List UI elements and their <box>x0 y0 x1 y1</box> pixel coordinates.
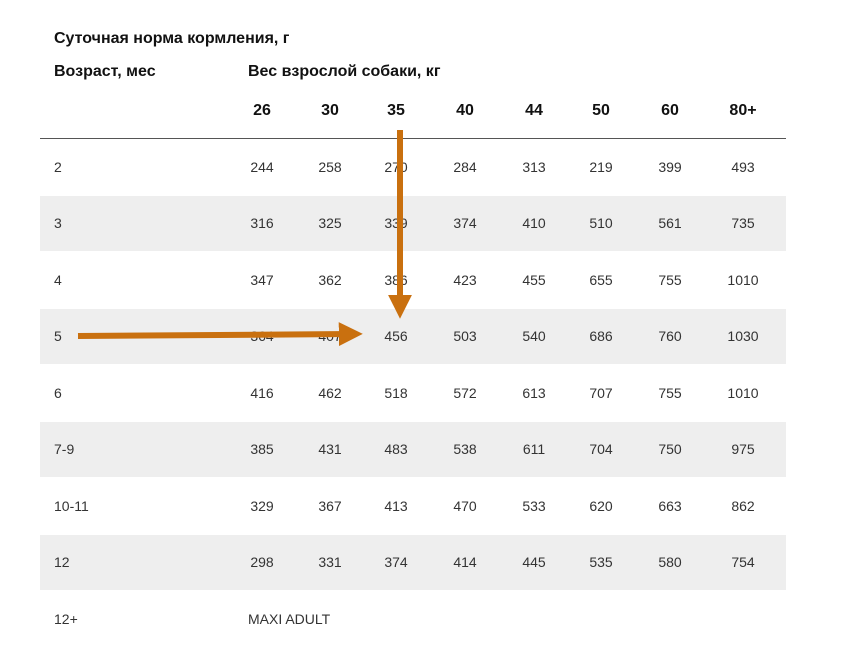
value-cell: 244 <box>250 158 274 175</box>
value-cell: 462 <box>318 384 342 401</box>
value-cell: 754 <box>731 554 755 571</box>
value-cell: 735 <box>731 215 755 232</box>
table-row: 2 244 258 270 284 313 219 399 493 <box>40 139 786 196</box>
weight-header-cell: 35 <box>387 102 405 119</box>
weight-header-cell: 50 <box>592 102 610 119</box>
weight-header-row: 26 30 35 40 44 50 60 80+ <box>0 102 841 124</box>
weight-header-cell: 44 <box>525 102 543 119</box>
value-cell: 316 <box>250 215 274 232</box>
value-cell: 655 <box>589 271 613 288</box>
value-cell: 298 <box>250 554 274 571</box>
value-cell: 374 <box>453 215 477 232</box>
weight-header-cell: 80+ <box>729 102 757 119</box>
value-cell: 1010 <box>727 271 759 288</box>
table-title: Суточная норма кормления, г <box>54 30 290 47</box>
value-cell: 561 <box>658 215 682 232</box>
value-cell: 219 <box>589 158 613 175</box>
value-cell: 533 <box>522 497 546 514</box>
value-cell: 975 <box>731 441 755 458</box>
value-cell: 580 <box>658 554 682 571</box>
value-cell: 760 <box>658 328 682 345</box>
table-row: 7-9 385 431 483 538 611 704 750 975 <box>40 421 786 478</box>
value-cell: 423 <box>453 271 477 288</box>
value-cell: 518 <box>384 384 408 401</box>
age-cell: 2 <box>54 158 62 175</box>
value-cell: 750 <box>658 441 682 458</box>
age-cell: 10-11 <box>54 497 89 514</box>
horizontal-arrow <box>77 322 363 347</box>
weight-header-cell: 60 <box>661 102 679 119</box>
value-cell: 538 <box>453 441 477 458</box>
value-cell: 510 <box>589 215 613 232</box>
age-column-header: Возраст, мес <box>54 63 156 80</box>
age-cell: 5 <box>54 328 62 345</box>
value-cell: 313 <box>522 158 546 175</box>
age-cell: 12 <box>54 554 70 571</box>
table-row: 4 347 362 386 423 455 655 755 1010 <box>40 252 786 309</box>
value-cell: 331 <box>318 554 342 571</box>
value-cell: 456 <box>384 328 408 345</box>
value-cell: 325 <box>318 215 342 232</box>
value-cell: 258 <box>318 158 342 175</box>
value-cell: 410 <box>522 215 546 232</box>
value-cell: 385 <box>250 441 274 458</box>
value-cell: 362 <box>318 271 342 288</box>
value-cell: 755 <box>658 384 682 401</box>
value-cell: 483 <box>384 441 408 458</box>
value-cell: 455 <box>522 271 546 288</box>
value-cell: 611 <box>522 441 546 458</box>
value-cell: 329 <box>250 497 274 514</box>
value-cell: 707 <box>589 384 613 401</box>
weight-header-cell: 40 <box>456 102 474 119</box>
value-cell: 493 <box>731 158 755 175</box>
weight-column-header: Вес взрослой собаки, кг <box>248 63 441 80</box>
value-cell: 470 <box>453 497 477 514</box>
value-cell: 535 <box>589 554 613 571</box>
table-row: 6 416 462 518 572 613 707 755 1010 <box>40 365 786 422</box>
age-cell: 6 <box>54 384 62 401</box>
weight-header-cell: 26 <box>253 102 271 119</box>
value-cell: 1010 <box>727 384 759 401</box>
table-row: 3 316 325 339 374 410 510 561 735 <box>40 195 786 252</box>
value-cell: 445 <box>522 554 546 571</box>
value-cell: 374 <box>384 554 408 571</box>
value-cell: 414 <box>453 554 477 571</box>
value-cell: 572 <box>453 384 477 401</box>
value-cell: 862 <box>731 497 755 514</box>
value-cell: 503 <box>453 328 477 345</box>
value-cell: 431 <box>318 441 342 458</box>
value-cell: 540 <box>522 328 546 345</box>
table-row: 12 298 331 374 414 445 535 580 754 <box>40 534 786 591</box>
value-cell: 620 <box>589 497 613 514</box>
value-cell: 413 <box>384 497 408 514</box>
value-cell: 416 <box>250 384 274 401</box>
value-cell: 755 <box>658 271 682 288</box>
weight-header-cell: 30 <box>321 102 339 119</box>
value-cell: 704 <box>589 441 613 458</box>
food-recommendation: MAXI ADULT <box>248 610 331 627</box>
value-cell: 613 <box>522 384 546 401</box>
age-cell: 12+ <box>54 610 78 627</box>
value-cell: 367 <box>318 497 342 514</box>
age-cell: 4 <box>54 271 62 288</box>
value-cell: 1030 <box>727 328 759 345</box>
value-cell: 399 <box>658 158 682 175</box>
value-cell: 284 <box>453 158 477 175</box>
value-cell: 663 <box>658 497 682 514</box>
header-divider <box>40 138 786 139</box>
value-cell: 347 <box>250 271 274 288</box>
age-cell: 3 <box>54 215 62 232</box>
age-cell: 7-9 <box>54 441 75 458</box>
value-cell: 686 <box>589 328 613 345</box>
table-row: 10-11 329 367 413 470 533 620 663 862 <box>40 478 786 535</box>
